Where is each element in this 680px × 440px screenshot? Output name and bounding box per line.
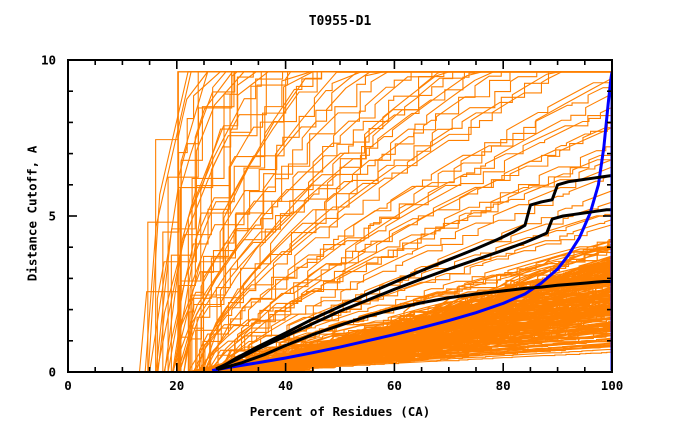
y-tick-label-10: 10 xyxy=(40,52,56,68)
prediction-curve xyxy=(167,71,612,372)
prediction-curve xyxy=(194,71,612,372)
prediction-curve xyxy=(272,234,612,372)
prediction-curve xyxy=(259,217,612,372)
prediction-curve xyxy=(272,290,612,372)
prediction-curve xyxy=(172,71,612,372)
prediction-curve xyxy=(156,71,612,372)
prediction-curve xyxy=(179,71,612,372)
prediction-curve xyxy=(219,71,612,372)
prediction-curve xyxy=(213,165,612,372)
prediction-curve xyxy=(171,71,612,372)
prediction-curve xyxy=(194,71,612,372)
prediction-curve xyxy=(183,71,612,372)
prediction-curve xyxy=(197,71,612,372)
axis-ticks xyxy=(67,59,613,373)
prediction-curve xyxy=(153,71,612,372)
y-tick-label-5: 5 xyxy=(48,208,56,224)
prediction-curve xyxy=(194,71,612,372)
highlight-curves-group xyxy=(211,71,612,372)
prediction-curve xyxy=(177,71,612,372)
highlight-curve-model-black-mid xyxy=(215,208,612,371)
x-tick-label-80: 80 xyxy=(495,378,511,393)
prediction-curve xyxy=(217,146,612,372)
prediction-curve xyxy=(138,71,612,372)
highlight-curve-model-blue xyxy=(211,71,612,372)
x-tick-label-40: 40 xyxy=(278,378,294,393)
x-tick-label-100: 100 xyxy=(600,378,624,393)
prediction-curve xyxy=(187,71,612,372)
prediction-curve xyxy=(163,71,612,372)
highlight-curve-model-black-lower xyxy=(217,280,612,371)
page-title: T0955-D1 xyxy=(308,14,372,29)
x-tick-label-60: 60 xyxy=(386,378,402,393)
prediction-curve xyxy=(248,186,612,372)
prediction-curves-group xyxy=(130,71,612,372)
prediction-curve xyxy=(204,71,612,372)
x-tick-label-0: 0 xyxy=(64,378,72,393)
x-tick-label-20: 20 xyxy=(169,378,185,393)
prediction-curve xyxy=(196,145,612,372)
prediction-curve xyxy=(176,71,612,372)
prediction-curve xyxy=(192,71,612,372)
prediction-curve xyxy=(203,71,612,372)
prediction-curve xyxy=(155,71,612,372)
x-axis-label: Percent of Residues (CA) xyxy=(249,404,431,419)
prediction-curve xyxy=(210,85,612,372)
prediction-curve xyxy=(196,71,612,372)
prediction-curve xyxy=(172,71,612,372)
prediction-curve xyxy=(219,71,612,372)
y-tick-label-0: 0 xyxy=(48,364,56,380)
prediction-curve xyxy=(172,71,612,372)
highlight-curve-model-black-upper xyxy=(218,173,612,370)
prediction-curve xyxy=(238,230,612,372)
prediction-curve xyxy=(147,71,612,372)
